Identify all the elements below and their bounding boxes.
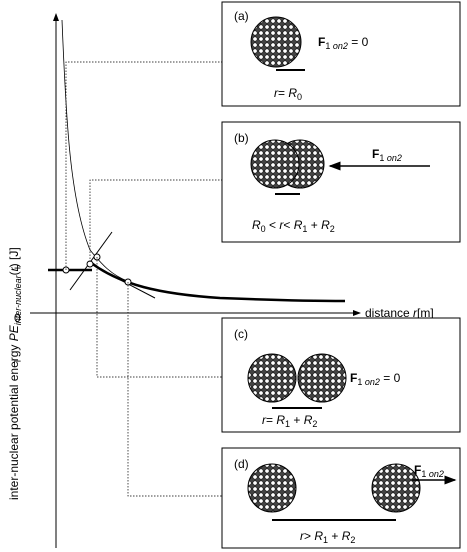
y-label: inter-nuclear potential energy PEinter-n… xyxy=(7,247,23,500)
panel-tag: (b) xyxy=(234,131,249,145)
leader-lines xyxy=(66,62,222,496)
condition: r= R1 + R2 xyxy=(262,413,317,429)
panel-c: (c) F1 on2 = 0 r= R1 + R2 xyxy=(222,318,460,432)
panel-tag: (c) xyxy=(234,327,248,341)
panel-b: (b) F1 on2 R0 < r< R1 + R2 xyxy=(222,122,460,242)
panel-tag: (a) xyxy=(234,9,249,23)
condition: r> R1 + R2 xyxy=(300,529,355,545)
panel-tag: (d) xyxy=(234,457,249,471)
panel-d: (d) F1 on2 r> R1 + R2 xyxy=(222,448,460,548)
panel-a: (a) F1 on2 = 0 r= R0 xyxy=(222,2,460,106)
diagram: + 0 – distance r[m] inter-nuclear potent… xyxy=(0,0,467,552)
